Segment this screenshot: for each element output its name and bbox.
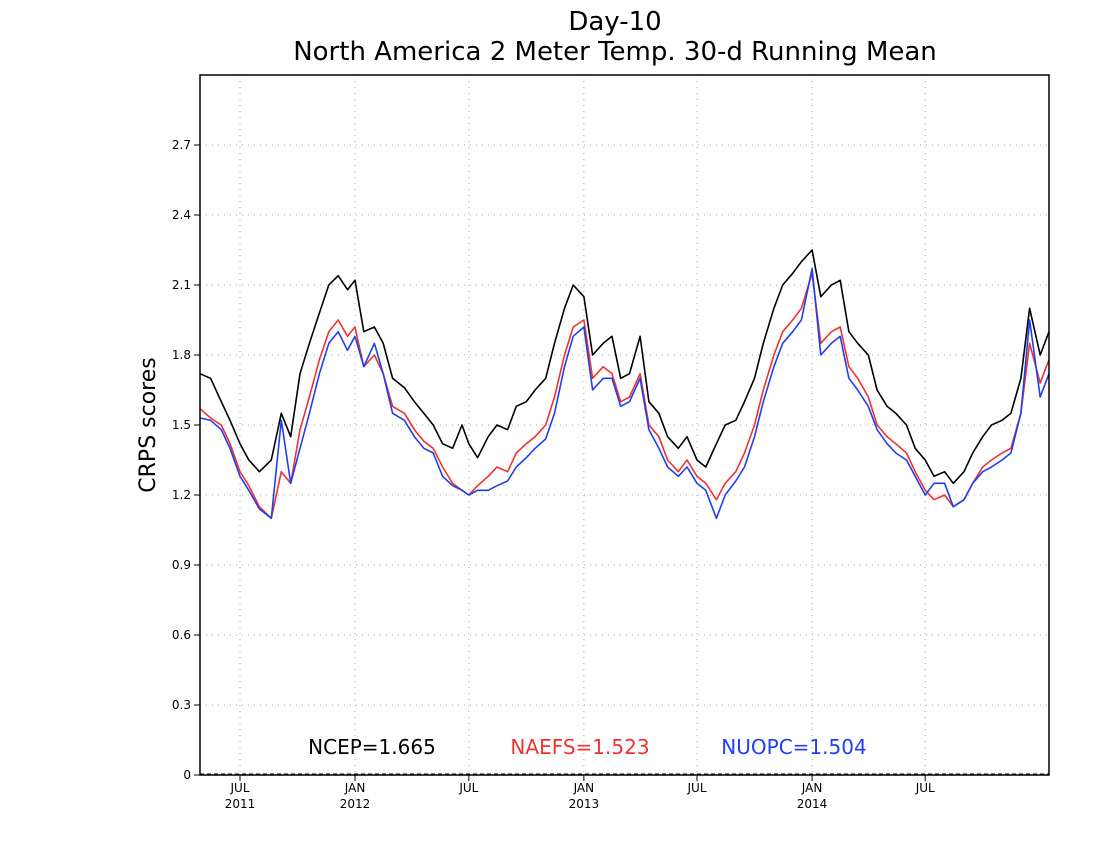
- x-tick-year-label: 2011: [225, 797, 256, 811]
- x-tick-year-label: 2012: [340, 797, 371, 811]
- grid: [200, 75, 1049, 775]
- x-tick-month-label: JAN: [801, 781, 823, 795]
- y-tick-label: 2.7: [172, 138, 191, 152]
- y-axis-label: CRPS scores: [136, 357, 161, 492]
- legend-entry-nuopc: NUOPC=1.504: [721, 735, 866, 759]
- y-tick-label: 0.9: [172, 558, 191, 572]
- legend-entry-ncep: NCEP=1.665: [308, 735, 436, 759]
- plot-frame: [199, 74, 1050, 776]
- x-tick-month-label: JUL: [915, 781, 935, 795]
- y-tick-label: 1.8: [172, 348, 191, 362]
- x-tick-month-label: JAN: [344, 781, 366, 795]
- y-tick-label: 0.3: [172, 698, 191, 712]
- series-line-ncep: [199, 249, 1050, 485]
- y-tick-label: 0: [183, 768, 191, 782]
- legend: NCEP=1.665 NAEFS=1.523 NUOPC=1.504: [308, 735, 867, 759]
- chart-title: Day-10: [568, 7, 661, 37]
- y-tick-label: 1.2: [172, 488, 191, 502]
- y-axis-ticks: 0 0.3 0.6 0.9 1.2 1.5 1.8 2.1 2.4 2.7: [172, 138, 200, 782]
- x-tick-year-label: 2013: [569, 797, 600, 811]
- y-tick-label: 1.5: [172, 418, 191, 432]
- y-tick-label: 2.1: [172, 278, 191, 292]
- x-tick-month-label: JUL: [230, 781, 250, 795]
- x-tick-month-label: JAN: [573, 781, 595, 795]
- x-tick-month-label: JUL: [458, 781, 478, 795]
- chart-subtitle: North America 2 Meter Temp. 30-d Running…: [293, 37, 937, 67]
- series-line-nuopc: [199, 267, 1050, 520]
- x-tick-month-label: JUL: [687, 781, 707, 795]
- y-tick-label: 0.6: [172, 628, 191, 642]
- x-axis-ticks: JUL 2011 JAN 2012 JUL JAN 2013 JUL JAN 2014 JUL: [225, 775, 935, 811]
- series-lines: [199, 249, 1050, 520]
- x-tick-year-label: 2014: [797, 797, 828, 811]
- legend-entry-naefs: NAEFS=1.523: [510, 735, 649, 759]
- y-tick-label: 2.4: [172, 208, 191, 222]
- series-line-naefs: [199, 272, 1050, 520]
